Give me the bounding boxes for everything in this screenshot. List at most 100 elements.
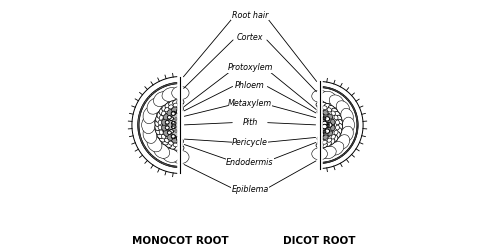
- Ellipse shape: [157, 132, 163, 138]
- Ellipse shape: [138, 130, 140, 132]
- Ellipse shape: [352, 142, 354, 143]
- Ellipse shape: [332, 89, 334, 90]
- Ellipse shape: [330, 160, 332, 162]
- Ellipse shape: [141, 141, 142, 143]
- Ellipse shape: [328, 161, 330, 162]
- Ellipse shape: [172, 166, 173, 167]
- Ellipse shape: [146, 99, 148, 100]
- Ellipse shape: [330, 125, 335, 131]
- Ellipse shape: [159, 136, 165, 142]
- Ellipse shape: [348, 148, 350, 150]
- Ellipse shape: [146, 100, 147, 101]
- Ellipse shape: [326, 87, 328, 88]
- Text: MONOCOT ROOT: MONOCOT ROOT: [132, 236, 228, 246]
- Ellipse shape: [142, 144, 144, 146]
- Ellipse shape: [339, 156, 340, 158]
- Ellipse shape: [329, 161, 331, 162]
- Ellipse shape: [341, 155, 342, 156]
- Ellipse shape: [326, 123, 332, 127]
- Ellipse shape: [328, 161, 329, 162]
- Ellipse shape: [149, 95, 151, 97]
- Ellipse shape: [326, 123, 330, 126]
- Ellipse shape: [325, 162, 326, 163]
- Ellipse shape: [172, 135, 176, 139]
- Ellipse shape: [317, 105, 322, 109]
- Ellipse shape: [159, 161, 161, 162]
- Ellipse shape: [331, 134, 336, 139]
- Ellipse shape: [167, 110, 173, 116]
- Ellipse shape: [356, 127, 358, 129]
- Text: DICOT ROOT: DICOT ROOT: [284, 236, 356, 246]
- Ellipse shape: [356, 117, 358, 118]
- Ellipse shape: [342, 154, 344, 155]
- Ellipse shape: [159, 130, 163, 135]
- Ellipse shape: [336, 128, 342, 135]
- Ellipse shape: [328, 88, 329, 89]
- Ellipse shape: [354, 110, 356, 112]
- Ellipse shape: [164, 164, 166, 165]
- Ellipse shape: [357, 124, 358, 126]
- Ellipse shape: [337, 119, 342, 126]
- Ellipse shape: [159, 115, 163, 120]
- Ellipse shape: [348, 149, 349, 150]
- Ellipse shape: [138, 117, 140, 119]
- Ellipse shape: [326, 124, 330, 127]
- Ellipse shape: [162, 134, 166, 139]
- Ellipse shape: [335, 90, 336, 92]
- Ellipse shape: [346, 98, 348, 100]
- Ellipse shape: [336, 158, 338, 159]
- Ellipse shape: [357, 122, 358, 124]
- Ellipse shape: [348, 100, 350, 102]
- Ellipse shape: [168, 131, 172, 134]
- Ellipse shape: [164, 108, 169, 112]
- Ellipse shape: [171, 165, 172, 167]
- Ellipse shape: [178, 82, 180, 84]
- Ellipse shape: [139, 134, 140, 136]
- Ellipse shape: [340, 93, 342, 94]
- Ellipse shape: [138, 127, 139, 129]
- Ellipse shape: [142, 104, 144, 106]
- Ellipse shape: [141, 108, 142, 110]
- Text: Endodermis: Endodermis: [226, 158, 274, 167]
- Ellipse shape: [150, 154, 152, 156]
- Ellipse shape: [356, 133, 357, 135]
- Ellipse shape: [320, 86, 322, 88]
- Ellipse shape: [159, 108, 165, 114]
- Ellipse shape: [138, 133, 140, 134]
- Ellipse shape: [177, 106, 184, 111]
- Ellipse shape: [156, 160, 158, 161]
- Ellipse shape: [322, 86, 324, 88]
- Ellipse shape: [323, 87, 325, 88]
- Ellipse shape: [173, 103, 178, 107]
- Ellipse shape: [336, 91, 338, 92]
- Ellipse shape: [138, 125, 139, 127]
- Ellipse shape: [155, 158, 156, 160]
- Ellipse shape: [168, 116, 172, 119]
- Ellipse shape: [348, 101, 350, 102]
- Ellipse shape: [352, 107, 354, 108]
- Ellipse shape: [172, 107, 178, 112]
- Ellipse shape: [164, 114, 169, 120]
- Ellipse shape: [147, 151, 149, 153]
- Ellipse shape: [164, 130, 169, 136]
- Ellipse shape: [145, 100, 146, 102]
- Ellipse shape: [316, 143, 323, 148]
- Ellipse shape: [168, 84, 170, 85]
- Ellipse shape: [344, 96, 346, 98]
- Ellipse shape: [162, 124, 167, 131]
- Ellipse shape: [356, 116, 358, 117]
- Ellipse shape: [143, 106, 157, 124]
- Ellipse shape: [156, 90, 158, 91]
- Ellipse shape: [138, 116, 140, 118]
- Ellipse shape: [322, 106, 327, 110]
- Ellipse shape: [330, 142, 344, 155]
- Ellipse shape: [156, 115, 161, 122]
- Ellipse shape: [169, 84, 171, 85]
- Ellipse shape: [164, 85, 166, 86]
- Ellipse shape: [175, 130, 177, 132]
- Ellipse shape: [350, 102, 352, 104]
- Ellipse shape: [138, 120, 140, 122]
- Ellipse shape: [324, 162, 326, 163]
- Ellipse shape: [338, 92, 340, 93]
- Ellipse shape: [158, 125, 162, 130]
